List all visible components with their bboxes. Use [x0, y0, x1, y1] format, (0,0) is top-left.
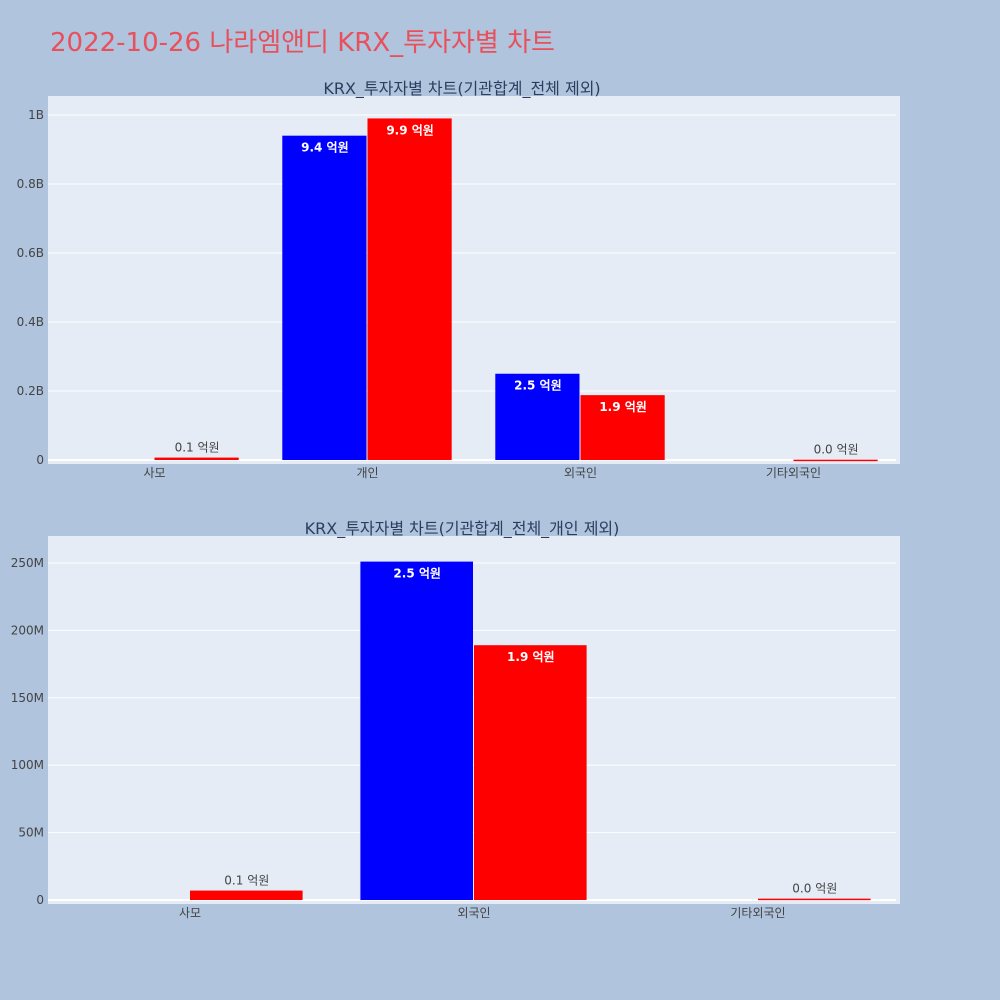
y-tick-label: 0.8B [17, 177, 44, 191]
y-tick-label: 0.2B [17, 384, 44, 398]
y-tick-label: 250M [11, 556, 44, 570]
bar [154, 457, 239, 460]
y-tick-label: 1B [28, 108, 44, 122]
bar [580, 395, 665, 460]
bar [758, 898, 871, 901]
bar [282, 135, 367, 460]
x-tick-label: 외국인 [564, 466, 597, 480]
bar [367, 118, 452, 460]
data-label: 0.0 억원 [814, 443, 859, 457]
data-label: 2.5 억원 [393, 567, 441, 581]
y-tick-label: 0.4B [17, 315, 44, 329]
y-tick-label: 100M [11, 758, 44, 772]
x-tick-label: 외국인 [457, 906, 490, 920]
data-label: 1.9 억원 [507, 650, 555, 664]
y-tick-label: 200M [11, 623, 44, 637]
bar [474, 645, 587, 900]
x-tick-label: 기타외국인 [730, 906, 785, 920]
bar [793, 459, 878, 462]
chart-title: KRX_투자자별 차트(기관합계_전체 제외) [323, 79, 600, 99]
x-tick-label: 개인 [356, 466, 378, 480]
data-label: 9.4 억원 [301, 141, 349, 155]
x-tick-label: 기타외국인 [766, 466, 821, 480]
plot-area [48, 96, 900, 464]
data-label: 9.9 억원 [386, 123, 434, 137]
y-tick-label: 0 [36, 453, 44, 467]
data-label: 0.1 억원 [224, 874, 269, 888]
data-label: 2.5 억원 [514, 379, 562, 393]
data-label: 0.1 억원 [175, 441, 220, 455]
bar [495, 373, 580, 460]
y-tick-label: 0 [36, 893, 44, 907]
bar [190, 890, 303, 900]
bar [360, 561, 473, 900]
y-tick-label: 50M [18, 826, 44, 840]
y-tick-label: 0.6B [17, 246, 44, 260]
x-tick-label: 사모 [143, 466, 165, 480]
data-label: 0.0 억원 [792, 882, 837, 896]
y-tick-label: 150M [11, 691, 44, 705]
chart-title: KRX_투자자별 차트(기관합계_전체_개인 제외) [305, 519, 620, 539]
chart-investor-all: KRX_투자자별 차트(기관합계_전체 제외) 0 0.2B 0.4B 0.6B 0.8B… [17, 79, 900, 480]
page-title: 2022-10-26 나라엠앤디 KRX_투자자별 차트 [50, 28, 555, 58]
x-tick-label: 사모 [179, 906, 201, 920]
data-label: 1.9 억원 [599, 400, 647, 414]
